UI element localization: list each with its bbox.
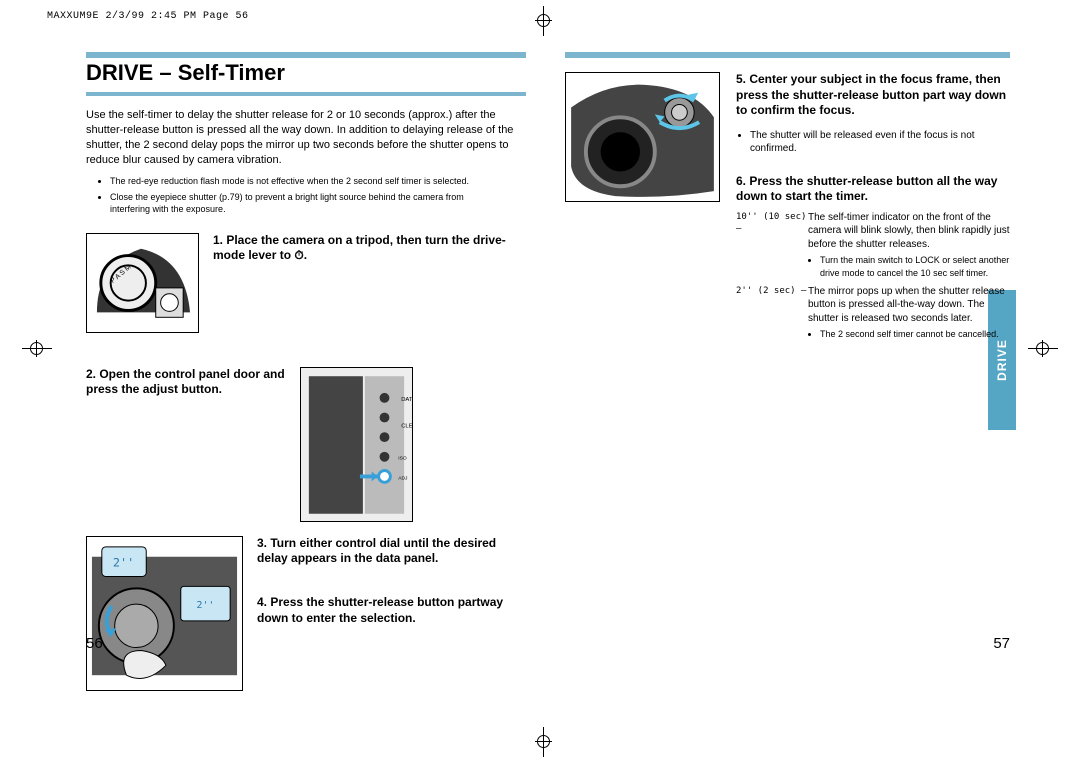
accent-bar-right bbox=[565, 52, 1010, 58]
page-number-right: 57 bbox=[993, 635, 1010, 652]
timer-2sec-sub: The 2 second self timer cannot be cancel… bbox=[820, 328, 1010, 340]
step4-text: 4. Press the shutter-release button part… bbox=[257, 595, 526, 626]
note-item: Close the eyepiece shutter (p.79) to pre… bbox=[110, 191, 526, 215]
crop-mark-bottom bbox=[535, 727, 553, 757]
step3-text: 3. Turn either control dial until the de… bbox=[257, 536, 526, 567]
svg-text:2'': 2'' bbox=[197, 600, 215, 611]
step1-text: 1. Place the camera on a tripod, then tu… bbox=[213, 233, 526, 333]
step5-notes: The shutter will be released even if the… bbox=[736, 129, 1010, 156]
page-57: 5. Center your subject in the focus fram… bbox=[565, 52, 1010, 672]
step5-note: The shutter will be released even if the… bbox=[750, 129, 1010, 156]
print-header: MAXXUM9E 2/3/99 2:45 PM Page 56 bbox=[47, 11, 249, 22]
crop-mark-right bbox=[1028, 340, 1058, 358]
crop-mark-top bbox=[535, 6, 553, 36]
svg-text:2'': 2'' bbox=[113, 555, 134, 569]
page-56: DRIVE – Self-Timer Use the self-timer to… bbox=[86, 52, 526, 672]
step5-image bbox=[565, 72, 720, 202]
step2-image: DATA CLEAR ISO ADJ bbox=[300, 367, 413, 522]
accent-bar bbox=[86, 52, 526, 58]
svg-text:ADJ: ADJ bbox=[398, 475, 408, 481]
intro-text: Use the self-timer to delay the shutter … bbox=[86, 108, 526, 167]
note-item: The red-eye reduction flash mode is not … bbox=[110, 175, 526, 187]
crop-mark-left bbox=[22, 340, 52, 358]
timer-10sec-desc: The self-timer indicator on the front of… bbox=[808, 212, 1010, 250]
page-number-left: 56 bbox=[86, 635, 103, 652]
svg-text:DATA: DATA bbox=[401, 397, 412, 403]
page-title: DRIVE – Self-Timer bbox=[86, 60, 526, 86]
accent-underline bbox=[86, 92, 526, 96]
step5-text: 5. Center your subject in the focus fram… bbox=[736, 72, 1010, 119]
notes-list: The red-eye reduction flash mode is not … bbox=[110, 175, 526, 214]
svg-text:CLEAR: CLEAR bbox=[401, 423, 412, 429]
step6-details: 10'' (10 sec) – The self-timer indicator… bbox=[736, 211, 1010, 340]
step3-image: 2'' 2'' bbox=[86, 536, 243, 691]
timer-2sec-label: 2'' (2 sec) – bbox=[736, 285, 808, 341]
svg-text:ISO: ISO bbox=[398, 456, 407, 462]
step1-image: P A S M bbox=[86, 233, 199, 333]
timer-10sec-sub: Turn the main switch to LOCK or select a… bbox=[820, 254, 1010, 278]
step6-text: 6. Press the shutter-release button all … bbox=[736, 174, 1010, 205]
timer-2sec-desc: The mirror pops up when the shutter rele… bbox=[808, 286, 1005, 324]
step2-text: 2. Open the control panel door and press… bbox=[86, 367, 286, 398]
timer-10sec-label: 10'' (10 sec) – bbox=[736, 211, 808, 279]
